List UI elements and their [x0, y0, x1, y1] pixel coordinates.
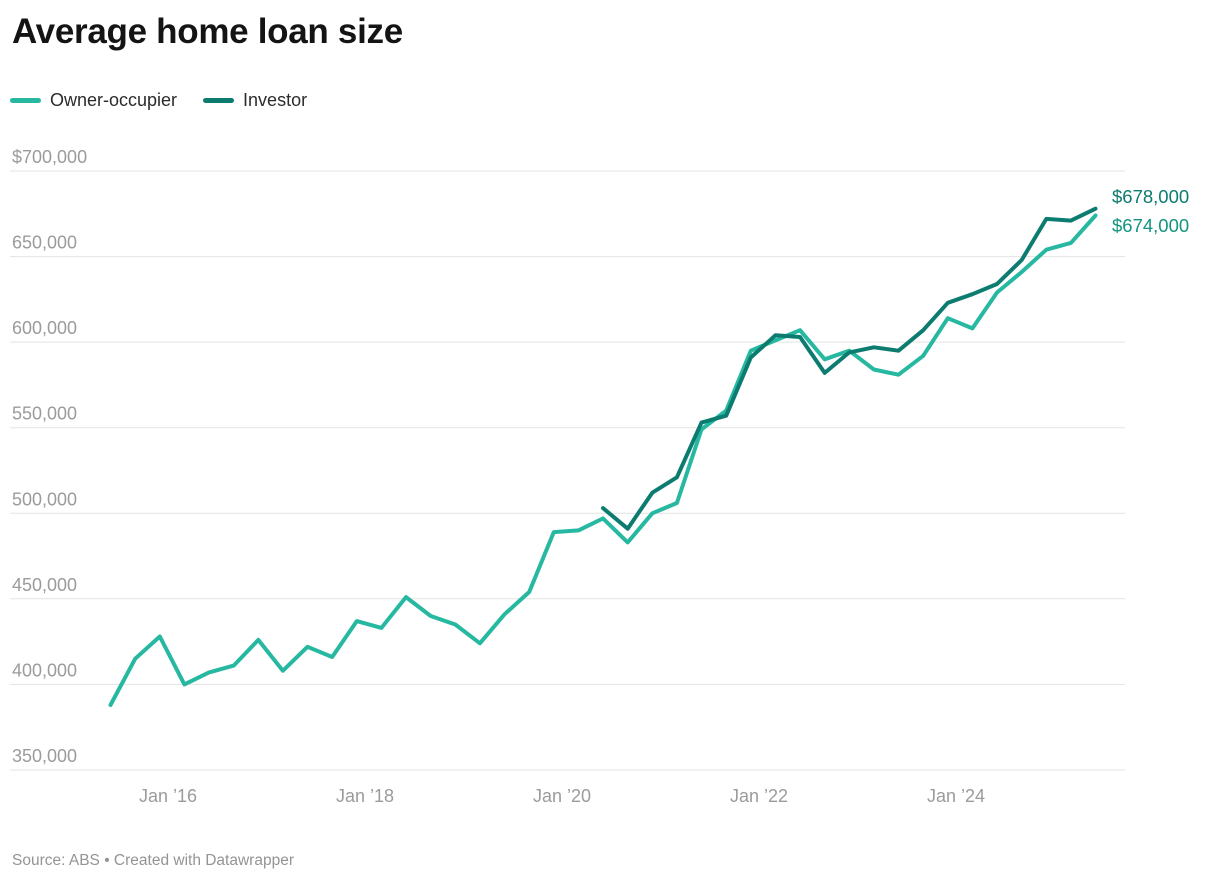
owner-occupier-line-swatch-icon: [10, 98, 41, 103]
y-axis-label: 450,000: [12, 575, 77, 595]
legend-label-investor: Investor: [243, 90, 308, 110]
legend-label-owner-occupier: Owner-occupier: [50, 90, 178, 110]
legend-item-investor: Investor: [203, 90, 307, 111]
investor-line-swatch-icon: [203, 98, 235, 103]
y-axis-label: 500,000: [12, 489, 77, 509]
end-value-label-investor: $678,000: [1112, 186, 1190, 207]
y-axis-label: 550,000: [12, 404, 77, 424]
legend-item-owner-occupier: Owner-occupier: [10, 90, 177, 111]
y-axis-label: 350,000: [12, 746, 77, 766]
y-axis-label: 400,000: [12, 660, 77, 680]
y-axis-label: 600,000: [12, 318, 77, 338]
x-axis-label: Jan ’22: [730, 786, 788, 806]
line-chart-plot-area: $700,000 650,000 600,000 550,000 500,000 450,…: [10, 147, 1125, 806]
series-line-owner-occupier: [108, 213, 1098, 707]
y-axis-label: $700,000: [12, 147, 87, 167]
x-axis-label: Jan ’16: [139, 786, 197, 806]
chart-title: Average home loan size: [12, 12, 403, 51]
x-axis-label: Jan ’20: [533, 786, 591, 806]
legend: Owner-occupier Investor: [10, 90, 307, 111]
x-axis-label: Jan ’18: [336, 786, 394, 806]
x-axis-label: Jan ’24: [927, 786, 985, 806]
source-attribution: Source: ABS • Created with Datawrapper: [12, 852, 294, 869]
series-line-investor: [601, 206, 1098, 531]
end-value-label-owner-occupier: $674,000: [1112, 215, 1190, 236]
y-axis-label: 650,000: [12, 233, 77, 253]
